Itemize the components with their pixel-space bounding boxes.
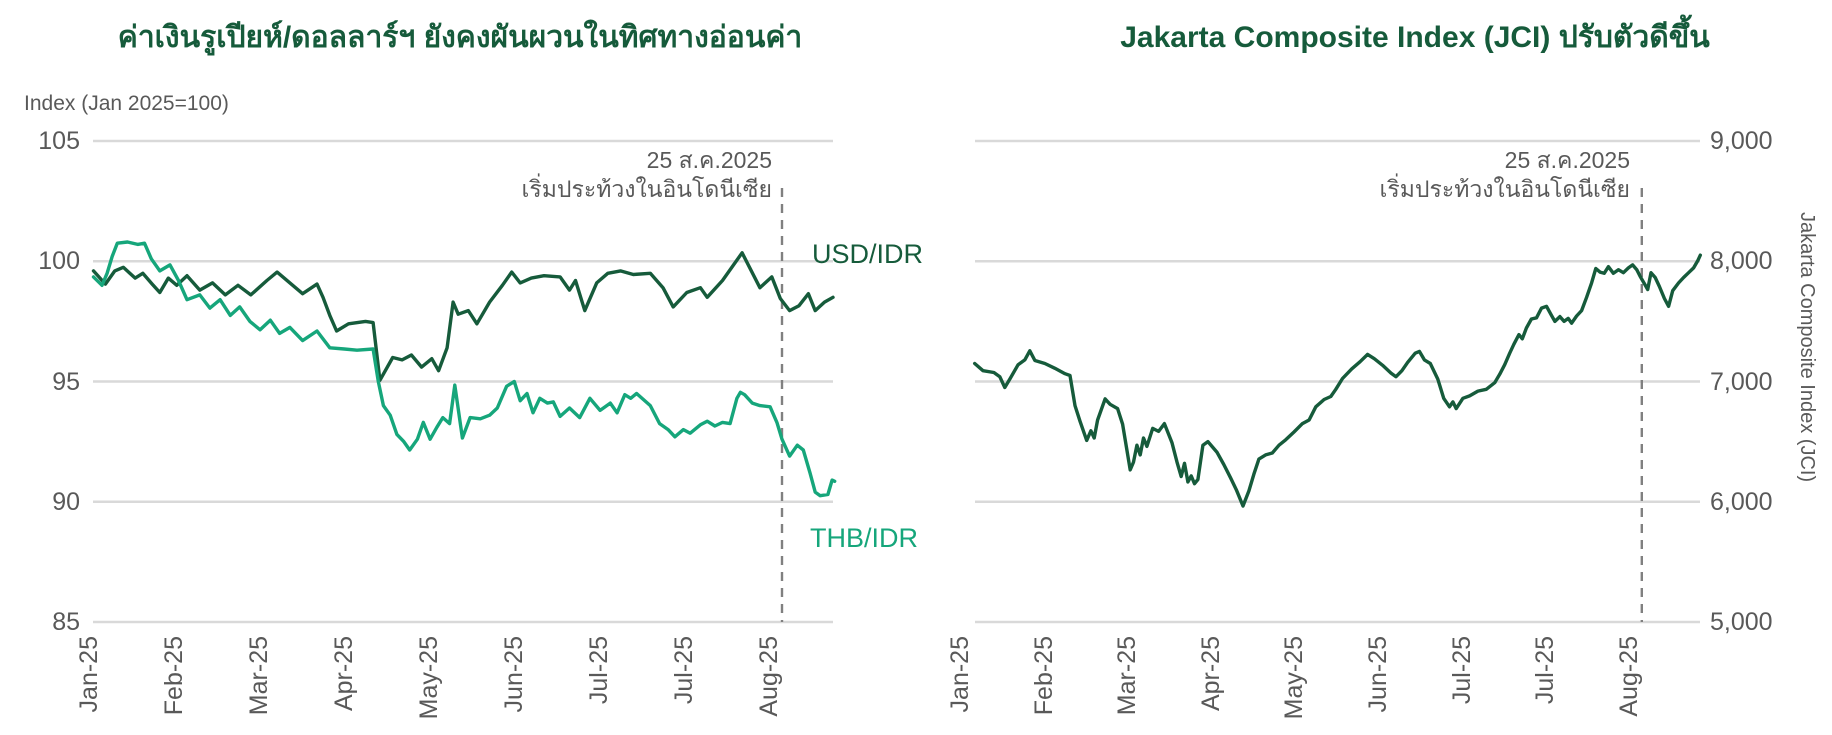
right-event-annotation: 25 ส.ค.2025 เริ่มประท้วงในอินโดนีเซีย <box>1310 146 1630 204</box>
event-date-label: 25 ส.ค.2025 <box>1504 147 1630 173</box>
x-tick-label: Jul-25 <box>1531 636 1560 705</box>
thb-idr-series-label: THB/IDR <box>810 523 918 553</box>
event-date-label: 25 ส.ค.2025 <box>646 147 772 173</box>
y-tick-label: 100 <box>38 247 80 276</box>
jci-line <box>973 253 1703 508</box>
event-desc-label: เริ่มประท้วงในอินโดนีเซีย <box>521 176 772 202</box>
x-tick-label: Jan-25 <box>946 636 974 713</box>
y-tick-label: 105 <box>38 127 80 155</box>
usd-idr-series-label: USD/IDR <box>812 239 924 269</box>
x-tick-label: Feb-25 <box>1029 636 1058 716</box>
x-tick-label: Jun-25 <box>500 636 528 713</box>
x-tick-label: Mar-25 <box>245 636 273 716</box>
right-y-axis-title: Jakarta Composite Index (JCI) <box>1796 211 1818 483</box>
x-tick-label: Jan-25 <box>75 636 103 713</box>
x-tick-label: Apr-25 <box>1196 636 1225 712</box>
y-tick-label: 6,000 <box>1710 487 1773 516</box>
x-tick-label: Feb-25 <box>160 636 188 716</box>
x-tick-label: Jul-25 <box>1447 636 1476 705</box>
x-tick-label: Jul-25 <box>585 636 613 705</box>
left-event-annotation: 25 ส.ค.2025 เริ่มประท้วงในอินโดนีเซีย <box>452 146 772 204</box>
usd-idr-line <box>91 251 835 382</box>
x-tick-label: Jun-25 <box>1364 636 1392 713</box>
y-tick-label: 7,000 <box>1710 367 1773 396</box>
left-y-axis-note: Index (Jan 2025=100) <box>24 92 229 115</box>
right-chart-title: Jakarta Composite Index (JCI) ปรับตัวดีข… <box>1120 21 1710 54</box>
thb-idr-line <box>91 240 837 498</box>
x-tick-label: Apr-25 <box>330 636 358 712</box>
y-tick-label: 9,000 <box>1710 127 1773 155</box>
event-desc-label: เริ่มประท้วงในอินโดนีเซีย <box>1379 176 1630 202</box>
x-tick-label: Aug-25 <box>1614 636 1643 717</box>
y-tick-label: 5,000 <box>1710 608 1773 636</box>
y-tick-label: 90 <box>52 487 80 516</box>
y-tick-label: 95 <box>52 367 80 396</box>
x-tick-label: Aug-25 <box>755 636 783 717</box>
y-tick-label: 85 <box>52 608 80 636</box>
x-tick-label: May-25 <box>1280 636 1309 720</box>
y-tick-label: 8,000 <box>1710 247 1773 276</box>
x-tick-label: Mar-25 <box>1113 636 1142 716</box>
left-chart-title: ค่าเงินรูเปียห์/ดอลลาร์ฯ ยังคงผันผวนในทิ… <box>117 21 803 54</box>
x-tick-label: May-25 <box>415 636 443 720</box>
x-tick-label: Jul-25 <box>670 636 698 705</box>
